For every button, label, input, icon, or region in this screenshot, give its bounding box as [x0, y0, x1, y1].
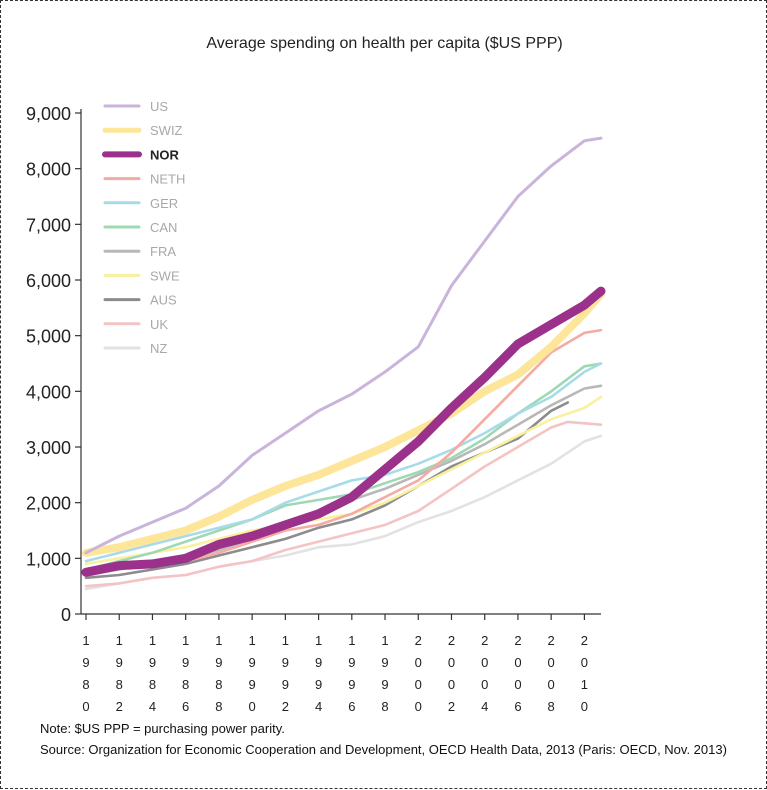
ppp-note: Note: $US PPP = purchasing power parity. — [40, 721, 285, 736]
series-line-ger — [84, 362, 603, 563]
legend-label-swiz: SWIZ — [150, 123, 183, 138]
axes: 0 1,000 2,000 3,000 4,000 5,000 6,000 7,000 8,00… — [26, 104, 601, 714]
legend-label-aus: AUS — [150, 293, 177, 308]
y-tick-label: 6,000 — [26, 271, 71, 291]
legend-label-neth: NETH — [150, 172, 185, 187]
legend: US SWIZ NOR NETH GER CAN FRA SWE AUS UK NZ — [102, 99, 185, 356]
legend-label-swe: SWE — [150, 268, 180, 283]
y-tick-label: 4,000 — [26, 382, 71, 402]
y-tick-label: 0 — [61, 605, 71, 625]
y-tick-label: 8,000 — [26, 160, 71, 180]
legend-label-fra: FRA — [150, 244, 176, 259]
y-tick-label: 7,000 — [26, 215, 71, 235]
series-line-nor — [81, 286, 606, 577]
y-tick-label: 9,000 — [26, 104, 71, 124]
legend-label-nor: NOR — [150, 147, 180, 162]
legend-label-nz: NZ — [150, 341, 167, 356]
series-line-swiz — [82, 289, 605, 557]
series-line-us — [84, 136, 603, 555]
y-tick-label: 3,000 — [26, 438, 71, 458]
legend-label-us: US — [150, 99, 168, 114]
legend-label-can: CAN — [150, 220, 177, 235]
y-tick-label: 5,000 — [26, 327, 71, 347]
legend-label-ger: GER — [150, 196, 178, 211]
series-line-uk — [84, 420, 603, 588]
chart-title: Average spending on health per capita ($… — [206, 35, 563, 52]
y-tick-label: 1,000 — [26, 549, 71, 569]
y-tick-label: 2,000 — [26, 494, 71, 514]
series-line-fra — [84, 384, 603, 577]
series-lines — [81, 136, 606, 591]
source-note: Source: Organization for Economic Cooper… — [40, 742, 727, 757]
legend-label-uk: UK — [150, 317, 168, 332]
